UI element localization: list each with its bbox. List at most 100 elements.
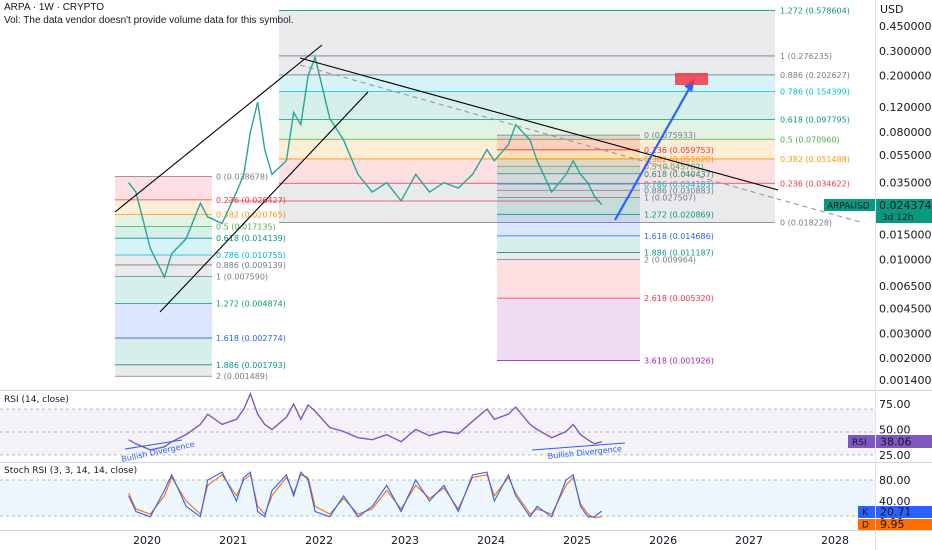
stoch-tick-label: 40.00 — [879, 495, 911, 508]
fib-level-label: 0.886 (0.030883) — [644, 186, 714, 195]
fib-zone — [115, 364, 212, 377]
fib-level-label: 0.886 (0.009139) — [216, 261, 286, 270]
fib-level-label: 0 (0.075933) — [644, 131, 696, 140]
fib-level-label: 1.272 (0.578604) — [780, 7, 850, 16]
rsi-divergence-line-2[interactable] — [531, 442, 626, 451]
fib-level-label: 2.618 (0.005320) — [644, 294, 714, 303]
stoch-band — [0, 480, 875, 516]
fib-level-label: 0.382 (0.051488) — [780, 155, 850, 164]
last-price-badge: ARPAUSD 0.024374 3d 12h — [824, 199, 932, 223]
fib-level-label: 0.786 (0.154399) — [780, 88, 850, 97]
rsi-badge-label-bg — [848, 435, 875, 448]
fib-level-label: 1 (0.027507) — [644, 193, 696, 202]
fib-level-label: 0.618 (0.014139) — [216, 234, 286, 243]
fib-level-label: 0.5 (0.017135) — [216, 222, 276, 231]
last-price-value: 0.024374 — [879, 199, 932, 212]
fib-level-label: 1 (0.007590) — [216, 272, 268, 281]
fib-level-label: 1.272 (0.004874) — [216, 300, 286, 309]
rsi-title: RSI (14, close) — [4, 395, 69, 405]
fib-level-label: 1.886 (0.011187) — [644, 249, 714, 258]
price-tick-label: 0.300000 — [879, 45, 932, 58]
time-tick-label: 2020 — [133, 534, 161, 547]
price-tick-label: 0.015000 — [879, 229, 932, 242]
stoch-title: Stoch RSI (3, 3, 14, 14, close) — [4, 466, 137, 476]
fib-zone — [497, 158, 640, 167]
price-tick-label: 0.035000 — [879, 177, 932, 190]
rsi-tick-label: 50.00 — [879, 424, 911, 437]
time-tick-label: 2021 — [219, 534, 247, 547]
fib-level-label: 0.886 (0.202627) — [780, 71, 850, 80]
fib-zone — [279, 139, 775, 159]
time-tick-label: 2023 — [391, 534, 419, 547]
fib-level-label: 1 (0.276235) — [780, 52, 832, 61]
fib-zone — [279, 55, 775, 75]
trend-lines[interactable] — [114, 44, 861, 313]
fib-level-label: 1.618 (0.014686) — [644, 232, 714, 241]
stoch-tick-label: 80.00 — [879, 474, 911, 487]
bar-countdown: 3d 12h — [882, 213, 913, 223]
fib-zone — [497, 135, 640, 150]
projection-arrow-line[interactable] — [614, 81, 694, 221]
fib-zone — [497, 173, 640, 185]
time-tick-label: 2027 — [735, 534, 763, 547]
projection[interactable] — [614, 73, 708, 221]
price-tick-label: 0.055000 — [879, 149, 932, 162]
price-tick-label: 0.200000 — [879, 70, 932, 83]
fib-zone — [279, 119, 775, 140]
price-axis[interactable]: 0.450000 0.300000 0.200000 0.120000 0.080000… — [879, 20, 932, 387]
fib-retracements: 0 (0.038678)0.236 (0.026427)0.382 (0.020… — [115, 7, 850, 381]
stoch-k-line — [128, 471, 603, 518]
fib-level-label: 2 (0.009964) — [644, 256, 696, 265]
stoch-d-label: D — [862, 521, 869, 531]
fib-zone — [279, 91, 775, 120]
price-tick-label: 0.010000 — [879, 253, 932, 266]
price-tick-label: 0.002000 — [879, 352, 932, 365]
fib-level-label: 0 (0.018228) — [780, 219, 832, 228]
stoch-k-label: K — [862, 508, 869, 518]
target-zone-icon[interactable] — [675, 73, 708, 85]
price-tick-label: 0.080000 — [879, 126, 932, 139]
fib-zone — [115, 264, 212, 277]
fib-zone — [497, 298, 640, 361]
fib-level-label: 0.5 (0.070960) — [780, 135, 840, 144]
fib-zone — [497, 214, 640, 236]
price-tick-label: 0.003000 — [879, 327, 932, 340]
fib-zone — [279, 183, 775, 223]
channel-lower-line[interactable] — [159, 91, 369, 313]
fib-level-label: 0.786 (0.034183) — [644, 180, 714, 189]
price-tick-label: 0.001400 — [879, 374, 932, 387]
fib-zone — [115, 254, 212, 265]
time-tick-label: 2022 — [305, 534, 333, 547]
rsi-tick-label: 25.00 — [879, 449, 911, 462]
descending-trendline[interactable] — [299, 57, 779, 191]
rsi-axis[interactable]: 75.00 50.00 25.00 — [879, 398, 911, 462]
time-tick-label: 2024 — [477, 534, 505, 547]
fib-level-label: 0.618 (0.040437) — [644, 170, 714, 179]
fib-level-label: 0.382 (0.051620) — [644, 155, 714, 164]
rsi-tick-label: 75.00 — [879, 398, 911, 411]
fib-zone — [497, 184, 640, 191]
stoch-k-value: 20.71 — [880, 506, 912, 519]
price-series-line — [128, 54, 603, 279]
fib-zone — [279, 74, 775, 92]
fib-zone — [115, 214, 212, 227]
fib-zone — [497, 259, 640, 299]
rsi-badge-label: RSI — [852, 438, 867, 448]
dashed-trendline[interactable] — [299, 64, 861, 223]
price-tick-label: 0.450000 — [879, 20, 932, 33]
fib-level-label: 1.272 (0.020869) — [644, 210, 714, 219]
fib-zone — [115, 238, 212, 255]
fib-level-label: 0.236 (0.026427) — [216, 196, 286, 205]
fib-zone — [115, 226, 212, 239]
channel-upper-line[interactable] — [114, 44, 323, 213]
fib-zone — [115, 338, 212, 365]
fib-zone — [115, 303, 212, 339]
time-axis[interactable]: 2020 2021 2022 2023 2024 2025 2026 2027 2028 — [133, 534, 849, 547]
rsi-divergence-line-1[interactable] — [124, 439, 183, 450]
fib-zone — [497, 190, 640, 198]
fib-level-label: 0.786 (0.010755) — [216, 251, 286, 260]
fib-zone — [497, 149, 640, 159]
fib-level-label: 2 (0.001489) — [216, 372, 268, 381]
fib-level-label: 0.5 (0.045702) — [644, 162, 704, 171]
